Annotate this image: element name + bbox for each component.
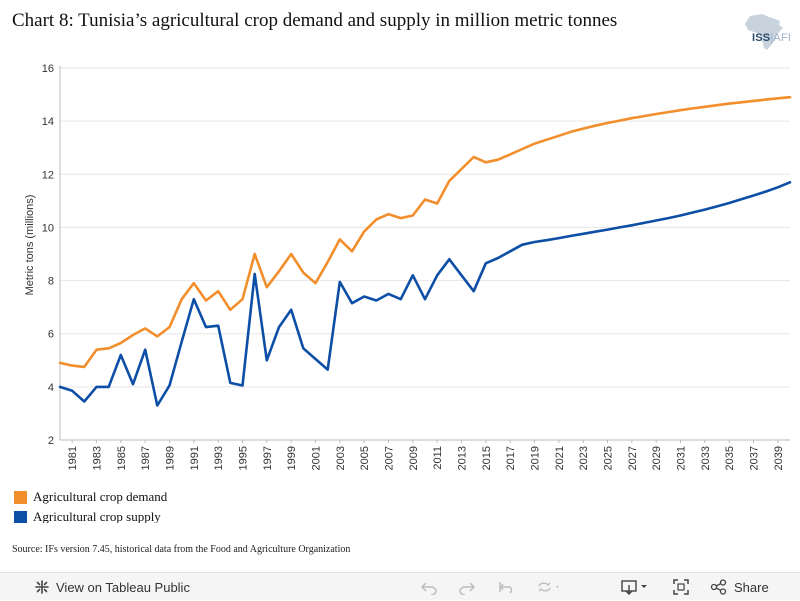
legend-item-supply[interactable]: Agricultural crop supply <box>14 507 314 523</box>
download-icon <box>621 580 647 595</box>
x-tick-label: 1991 <box>189 446 201 470</box>
x-tick-label: 2015 <box>481 446 493 470</box>
x-tick-label: 2017 <box>505 446 517 470</box>
series-lines <box>58 95 792 407</box>
share-icon <box>710 579 727 595</box>
x-tick-label: 1985 <box>116 446 128 470</box>
x-tick-label: 1999 <box>286 446 298 470</box>
x-tick-label: 2001 <box>311 446 323 470</box>
x-tick-label: 2031 <box>676 446 688 470</box>
fullscreen-icon <box>673 579 689 595</box>
y-tick-label: 12 <box>42 169 54 181</box>
legend-swatch-demand <box>14 490 27 504</box>
line-chart: 2 4 6 8 10 12 14 16 1981 1983 1985 1987 1989 1991 1993… <box>24 63 792 470</box>
x-tick-label: 1997 <box>262 446 274 470</box>
redo-icon <box>459 582 475 595</box>
undo-button[interactable] <box>420 573 438 601</box>
x-tick-label: 2037 <box>749 446 761 470</box>
x-tick-label: 1993 <box>213 446 225 470</box>
x-tick-label: 2005 <box>359 446 371 470</box>
y-tick-label: 6 <box>48 329 54 341</box>
logo-sub-text: AFI <box>773 32 792 44</box>
x-tick-label: 2029 <box>651 446 663 470</box>
demand-series-line[interactable] <box>58 95 792 369</box>
x-tick-label: 1981 <box>67 446 79 470</box>
x-tick-label: 1995 <box>238 446 250 470</box>
view-on-tableau-label: View on Tableau Public <box>56 579 190 595</box>
x-tick-label: 2023 <box>578 446 590 470</box>
download-button[interactable] <box>620 573 652 601</box>
legend-swatch-supply <box>14 510 27 523</box>
tableau-toolbar: View on Tableau Public Share <box>0 572 800 600</box>
y-tick-label: 10 <box>42 222 54 234</box>
redo-button[interactable] <box>458 573 476 601</box>
revert-button[interactable] <box>498 573 516 601</box>
fullscreen-button[interactable] <box>672 573 690 601</box>
africa-map-icon <box>745 14 783 50</box>
undo-icon <box>421 582 437 595</box>
x-tick-label: 2039 <box>773 446 785 470</box>
y-tick-label: 4 <box>48 382 54 394</box>
view-on-tableau-button[interactable]: View on Tableau Public <box>34 573 190 601</box>
x-tick-label: 2021 <box>554 446 566 470</box>
logo-main-text: ISS <box>752 32 771 44</box>
x-tick-label: 2033 <box>700 446 712 470</box>
x-tick-label: 1987 <box>140 446 152 470</box>
logo-separator: | <box>770 32 774 44</box>
chart-title: Chart 8: Tunisia’s agricultural crop dem… <box>12 10 618 31</box>
x-tick-label: 2011 <box>432 446 444 470</box>
legend-item-demand[interactable]: Agricultural crop demand <box>14 487 314 507</box>
x-tick-label: 2025 <box>603 446 615 470</box>
x-tick-label: 2035 <box>724 446 736 470</box>
source-note: Source: IFs version 7.45, historical dat… <box>12 544 351 555</box>
legend-label: Agricultural crop demand <box>33 489 168 504</box>
y-tick-label: 8 <box>48 276 54 288</box>
x-tick-label: 2027 <box>627 446 639 470</box>
x-tick-label: 2009 <box>408 446 420 470</box>
supply-series-line[interactable] <box>58 181 792 407</box>
axes: 2 4 6 8 10 12 14 16 1981 1983 1985 1987 1989 1991 1993… <box>42 63 790 470</box>
share-label: Share <box>734 579 769 595</box>
y-tick-label: 16 <box>42 63 54 75</box>
legend: Agricultural crop demand Agricultural cr… <box>14 487 314 523</box>
legend-label: Agricultural crop supply <box>33 509 161 523</box>
refresh-icon <box>538 582 559 592</box>
refresh-button[interactable] <box>536 573 562 601</box>
x-tick-label: 2003 <box>335 446 347 470</box>
x-tick-label: 1989 <box>165 446 177 470</box>
y-axis-label: Metric tons (millions) <box>24 195 36 296</box>
x-tick-label: 2019 <box>530 446 542 470</box>
tableau-logo-icon <box>35 580 49 594</box>
revert-icon <box>499 582 512 594</box>
y-tick-label: 14 <box>42 116 54 128</box>
x-tick-label: 2007 <box>384 446 396 470</box>
x-tick-label: 2013 <box>457 446 469 470</box>
y-tick-label: 2 <box>48 435 54 447</box>
x-tick-label: 1983 <box>92 446 104 470</box>
iss-afi-logo: ISS|AFI <box>738 12 794 56</box>
share-button[interactable]: Share <box>710 573 769 601</box>
